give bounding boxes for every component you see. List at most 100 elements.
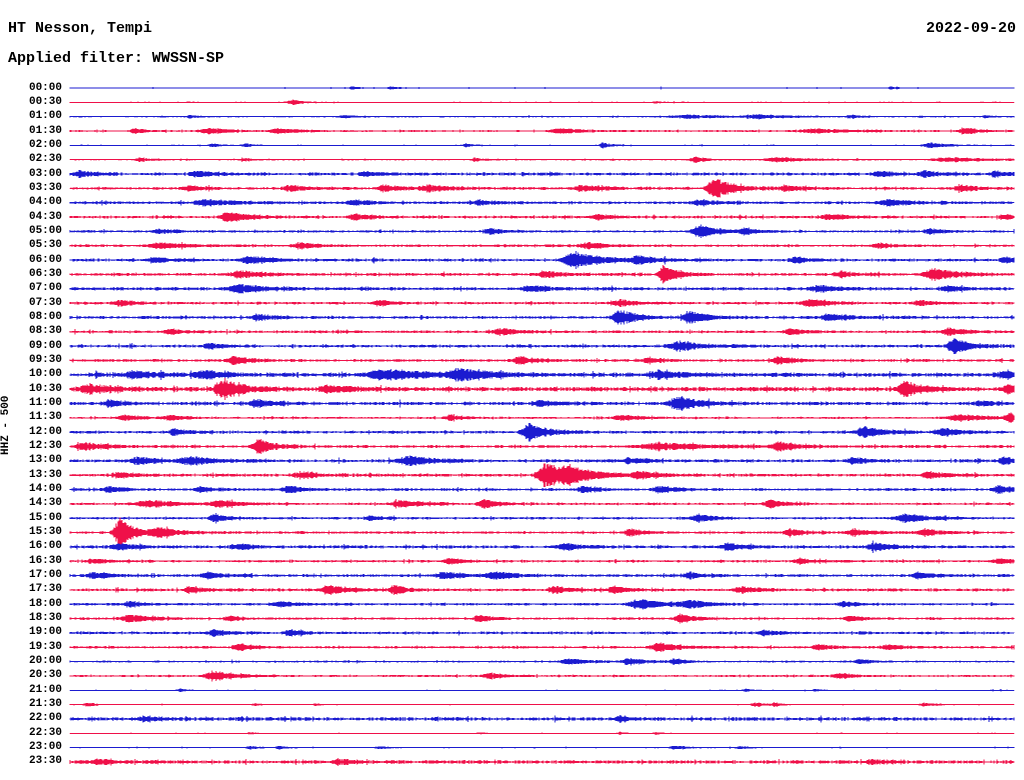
trace-waveform-0600 (69, 251, 1015, 269)
trace-time-label: 02:30 (28, 153, 62, 166)
trace-waveform-1230 (69, 439, 1015, 454)
trace-waveform-2100 (69, 688, 1015, 692)
trace-time-label: 06:30 (28, 267, 62, 280)
trace-waveform-1130 (69, 412, 1015, 424)
trace-waveform-1600 (69, 540, 1015, 554)
trace-waveform-2230 (69, 731, 1015, 735)
trace-waveform-2200 (69, 715, 1015, 723)
station-title: HT Nesson, Tempi (8, 20, 153, 37)
trace-waveform-0530 (69, 241, 1015, 250)
trace-waveform-0300 (69, 170, 1015, 178)
trace-time-label: 21:30 (28, 698, 62, 711)
trace-time-label: 14:00 (28, 483, 62, 496)
plot-date: 2022-09-20 (925, 20, 1016, 37)
trace-waveform-2130 (69, 702, 1015, 708)
trace-waveform-1630 (69, 557, 1015, 565)
trace-waveform-0030 (69, 99, 1015, 105)
trace-waveform-1930 (69, 642, 1015, 652)
trace-waveform-0200 (69, 142, 1015, 149)
trace-time-label: 19:30 (28, 640, 62, 653)
trace-waveform-1400 (69, 485, 1015, 494)
trace-waveform-1730 (69, 584, 1015, 595)
trace-waveform-0730 (69, 299, 1015, 308)
trace-time-label: 23:30 (28, 755, 62, 768)
trace-time-label: 01:00 (28, 110, 62, 123)
trace-time-label: 07:00 (28, 282, 62, 295)
trace-time-label: 20:00 (28, 655, 62, 668)
trace-waveform-1500 (69, 513, 1015, 524)
trace-time-label: 04:00 (28, 196, 62, 209)
trace-time-label: 22:00 (28, 712, 62, 725)
trace-waveform-2030 (69, 670, 1015, 682)
trace-waveform-1830 (69, 613, 1015, 624)
trace-time-label: 00:00 (28, 81, 62, 94)
trace-waveform-1100 (69, 396, 1015, 411)
trace-time-label: 08:00 (28, 310, 62, 323)
trace-time-label: 08:30 (28, 325, 62, 338)
trace-time-label: 00:30 (28, 95, 62, 108)
trace-time-label: 09:00 (28, 339, 62, 352)
trace-time-label: 23:00 (28, 741, 62, 754)
trace-time-label: 13:30 (28, 468, 62, 481)
trace-time-label: 16:00 (28, 540, 62, 553)
trace-waveform-1300 (69, 455, 1015, 467)
trace-time-label: 12:30 (28, 440, 62, 452)
trace-waveform-0000 (69, 86, 1015, 90)
trace-time-label: 16:30 (28, 554, 62, 567)
trace-time-label: 17:00 (28, 569, 62, 582)
trace-time-label: 05:30 (28, 239, 62, 252)
trace-waveform-1700 (69, 571, 1015, 580)
trace-time-label: 09:30 (28, 353, 62, 366)
trace-waveform-0330 (69, 179, 1015, 198)
trace-time-label: 10:00 (28, 368, 62, 381)
trace-waveform-1430 (69, 499, 1015, 509)
trace-time-label: 15:00 (28, 511, 62, 524)
trace-waveform-1200 (69, 422, 1015, 442)
trace-time-label: 11:00 (28, 396, 62, 409)
trace-waveform-1330 (69, 463, 1015, 487)
trace-time-label: 04:30 (28, 210, 62, 223)
trace-time-label: 15:30 (28, 526, 62, 539)
trace-waveform-1530 (69, 517, 1015, 548)
trace-time-label: 06:00 (28, 253, 62, 266)
trace-time-label: 02:00 (28, 138, 62, 151)
trace-time-label: 18:30 (28, 612, 62, 625)
trace-waveform-0630 (69, 265, 1015, 284)
trace-waveform-1000 (69, 368, 1015, 382)
trace-waveform-0800 (69, 310, 1015, 325)
trace-time-label: 12:00 (28, 425, 62, 438)
trace-waveform-0230 (69, 156, 1015, 163)
trace-time-label: 22:30 (28, 726, 62, 739)
trace-waveform-0830 (69, 327, 1015, 337)
trace-waveform-0130 (69, 127, 1015, 135)
trace-waveform-0930 (69, 356, 1015, 365)
trace-waveform-1800 (69, 598, 1015, 610)
trace-time-label: 07:30 (28, 296, 62, 309)
trace-waveform-2300 (69, 745, 1015, 750)
trace-time-label: 03:00 (28, 167, 62, 180)
trace-waveform-2000 (69, 657, 1015, 666)
trace-time-label: 05:00 (28, 224, 62, 237)
trace-time-label: 10:30 (28, 382, 62, 395)
trace-waveform-1900 (69, 628, 1015, 638)
trace-time-label: 13:00 (28, 454, 62, 467)
trace-waveform-2330 (69, 758, 1015, 766)
trace-time-label: 19:00 (28, 626, 62, 639)
trace-waveform-0100 (69, 114, 1015, 120)
trace-time-label: 01:30 (28, 124, 62, 137)
trace-time-label: 03:30 (28, 181, 62, 194)
trace-time-label: 17:30 (28, 583, 62, 596)
trace-time-label: 11:30 (28, 411, 62, 424)
trace-time-label: 14:30 (28, 497, 62, 510)
trace-time-label: 18:00 (28, 597, 62, 610)
trace-waveform-0500 (69, 224, 1015, 239)
trace-waveform-0430 (69, 212, 1015, 222)
trace-waveform-1030 (69, 378, 1015, 401)
trace-waveform-0700 (69, 284, 1015, 294)
filter-label: Applied filter: WWSSN-SP (8, 50, 225, 67)
trace-time-label: 21:00 (28, 683, 62, 696)
trace-time-label: 20:30 (28, 669, 62, 682)
trace-waveform-0900 (69, 338, 1015, 354)
